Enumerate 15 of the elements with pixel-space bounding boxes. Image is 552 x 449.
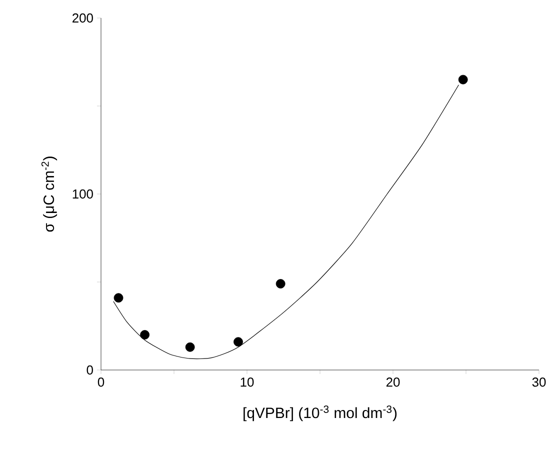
x-tick-label: 0 — [98, 378, 104, 387]
y-tick-label: 0 — [86, 365, 93, 375]
point — [234, 337, 243, 347]
x-tick-label: 10 — [240, 378, 254, 387]
point — [185, 342, 195, 352]
point — [140, 330, 150, 340]
point — [276, 279, 286, 288]
y-axis-title: σ (μC cm$^{-2}$) — [41, 156, 58, 232]
y-tick-label: 200 — [72, 13, 93, 23]
point — [458, 74, 468, 84]
point — [114, 293, 124, 303]
x-axis-title: [qVPBr] (10$^{-3}$ mol dm$^{-3}$) — [244, 406, 397, 422]
x-tick-label: 30 — [532, 378, 546, 387]
y-tick-label: 100 — [72, 189, 93, 199]
x-tick-label: 20 — [386, 378, 400, 387]
